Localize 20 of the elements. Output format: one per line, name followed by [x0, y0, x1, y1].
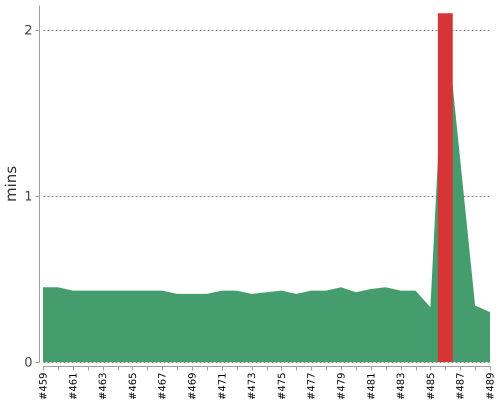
- y-tick-label: 1: [24, 189, 32, 204]
- x-tick-label: #461: [68, 372, 80, 400]
- x-tick-label: #485: [426, 372, 437, 400]
- x-tick-label: #473: [247, 372, 258, 400]
- x-tick-label: #463: [98, 372, 110, 400]
- y-tick-label: 0: [24, 356, 32, 370]
- x-tick-label: #479: [336, 372, 348, 400]
- x-tick-label: #489: [486, 372, 496, 400]
- x-tick-label: #483: [396, 372, 408, 400]
- x-tick-label: #481: [366, 372, 378, 400]
- x-tick-label: #471: [217, 372, 228, 400]
- x-tick-label: #465: [128, 372, 139, 400]
- x-tick-label: #459: [38, 372, 50, 400]
- x-tick-label: #487: [456, 372, 467, 400]
- x-tick-label: #467: [158, 372, 169, 400]
- x-tick-label: #475: [276, 372, 288, 400]
- y-axis-title: mins: [2, 166, 20, 202]
- x-tick-label: #469: [188, 372, 198, 400]
- y-tick-label: 2: [24, 23, 32, 38]
- x-tick-label: #477: [306, 372, 318, 400]
